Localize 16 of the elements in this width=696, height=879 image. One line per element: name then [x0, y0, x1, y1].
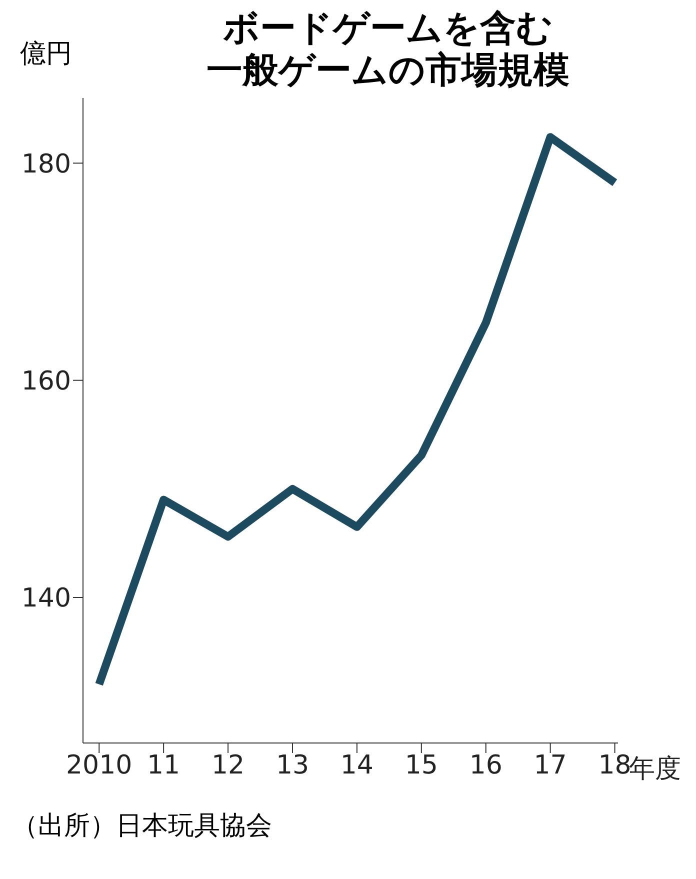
- text: （出所）日本玩具協会: [12, 810, 272, 843]
- chart-subtitle: 一般ゲームの市場規模: [206, 50, 570, 92]
- x-tick-label: 17: [534, 750, 567, 780]
- x-tick-label: 16: [469, 750, 502, 780]
- x-tick-label: 13: [276, 750, 310, 780]
- y-tick-label: 140: [21, 584, 71, 614]
- x-tick-label: 11: [147, 750, 180, 780]
- x-axis-title: 年度: [628, 753, 681, 786]
- y-axis-title: 億円: [20, 38, 72, 71]
- x-tick-label: 12: [211, 750, 245, 780]
- chart-title: ボードゲームを含む: [222, 8, 554, 50]
- x-tick-label: 2010: [66, 750, 132, 780]
- y-tick-label: 160: [21, 366, 71, 397]
- x-tick-label: 14: [340, 750, 374, 780]
- x-tick-label: 15: [404, 750, 438, 780]
- y-tick-label: 180: [21, 149, 71, 180]
